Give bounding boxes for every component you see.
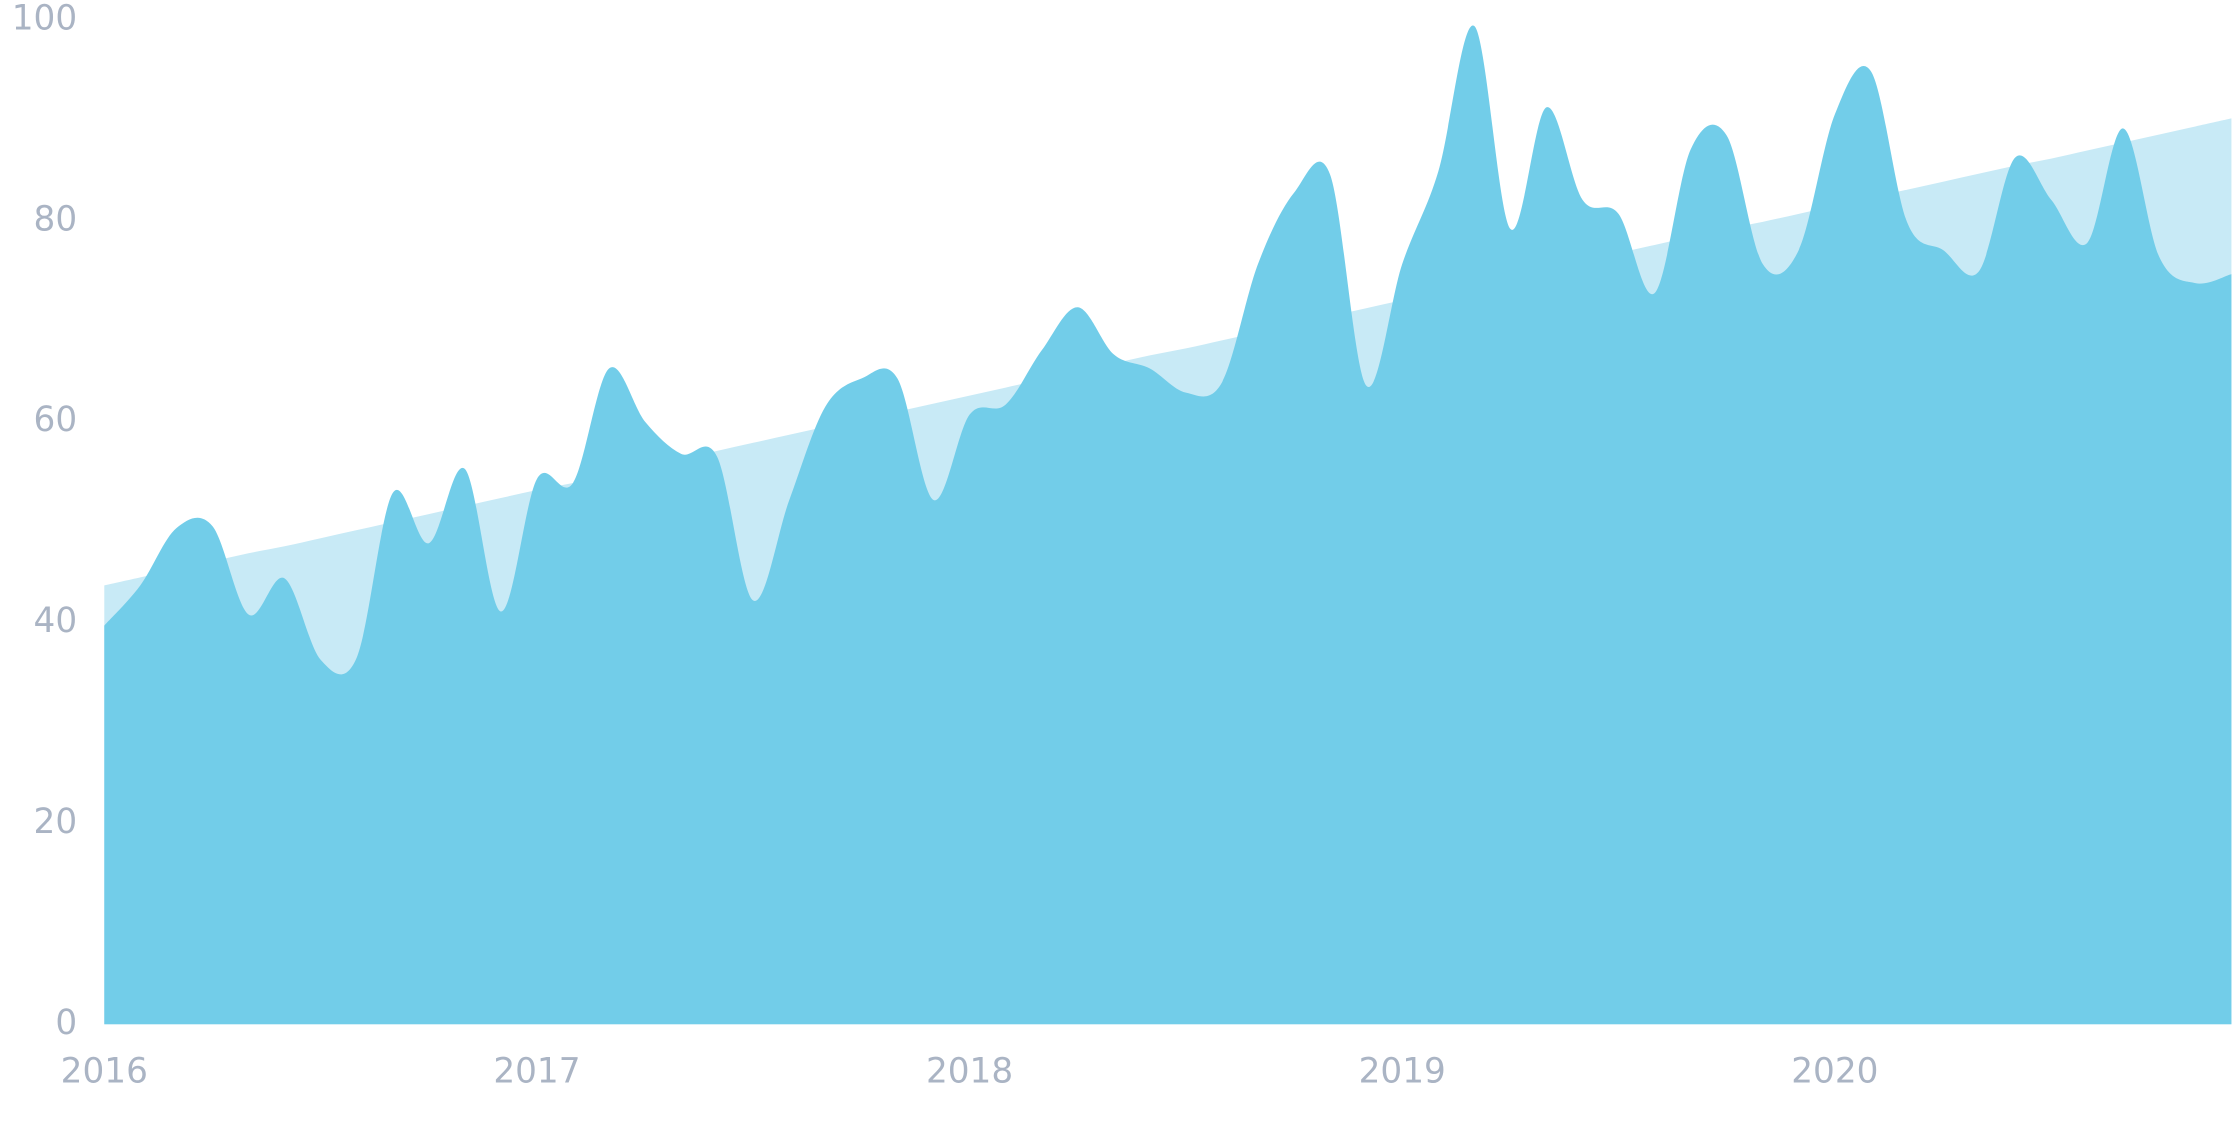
y-tick-label: 0	[55, 1003, 77, 1043]
x-tick-label: 2020	[1791, 1051, 1878, 1091]
y-tick-label: 20	[34, 802, 78, 842]
area	[104, 25, 2232, 1025]
x-tick-label: 2018	[926, 1051, 1013, 1091]
y-tick-label: 60	[34, 400, 78, 440]
x-tick-label: 2019	[1359, 1051, 1446, 1091]
y-tick-label: 40	[34, 601, 78, 641]
y-tick-label: 80	[34, 199, 78, 239]
y-tick-label: 100	[12, 0, 77, 39]
x-tick-label: 2017	[493, 1051, 580, 1091]
x-tick-label: 2016	[61, 1051, 148, 1091]
